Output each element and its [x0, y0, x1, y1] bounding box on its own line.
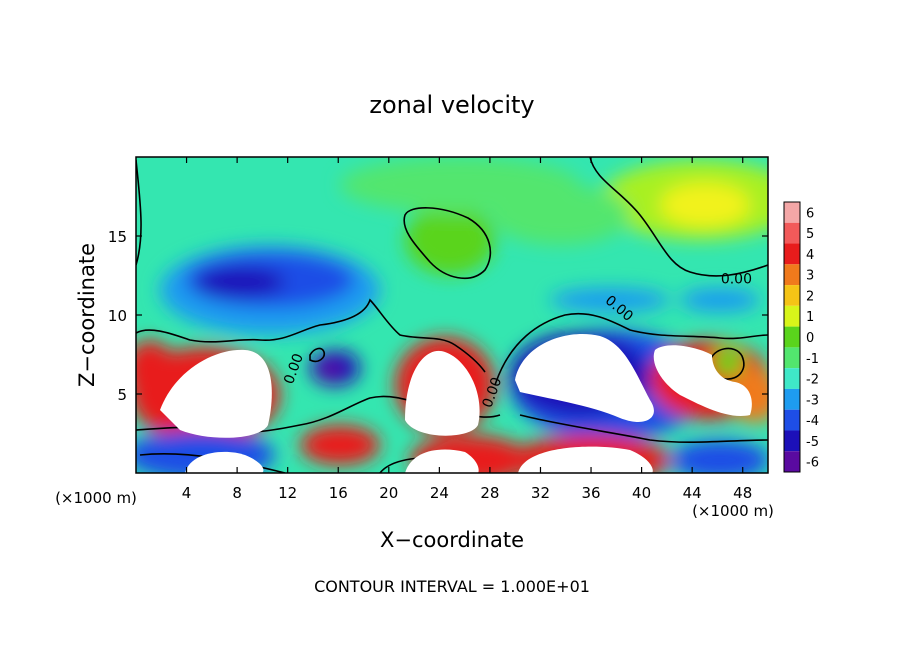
- saturated-region: [653, 345, 752, 416]
- field-region: [195, 267, 285, 297]
- x-tick-label: 20: [379, 484, 398, 502]
- colorbar-label: 5: [806, 227, 814, 242]
- field-region: [680, 288, 760, 312]
- saturated-region: [405, 350, 480, 436]
- x-axis-unit-left: (×1000 m): [55, 489, 137, 507]
- x-tick-label: 40: [632, 484, 651, 502]
- colorbar-swatch: [784, 326, 800, 348]
- y-axis-label: Z−coordinate: [75, 243, 99, 387]
- colorbar-swatch: [784, 409, 800, 431]
- contour-line: [403, 207, 492, 279]
- x-tick-label: 4: [182, 484, 192, 502]
- field-region: [713, 347, 743, 377]
- y-tick-label: 10: [108, 307, 127, 325]
- colorbar-label: -1: [806, 352, 819, 367]
- contour-line: [494, 312, 768, 386]
- colorbar: 6 5 4 3 2 1 0 -1 -2 -3 -4 -5 -6: [783, 201, 819, 473]
- colorbar-swatch: [784, 451, 800, 472]
- colorbar-swatch: [784, 285, 800, 306]
- colorbar-label: 1: [806, 310, 814, 325]
- colorbar-label: 6: [806, 206, 814, 221]
- colorbar-label: -5: [806, 435, 819, 450]
- x-tick-label: 24: [430, 484, 449, 502]
- chart-title: zonal velocity: [369, 91, 534, 119]
- colorbar-swatch: [784, 368, 800, 389]
- saturated-region: [405, 449, 479, 473]
- contour-interval-note: CONTOUR INTERVAL = 1.000E+01: [314, 577, 590, 596]
- colorbar-swatch: [784, 305, 800, 327]
- colorbar-label: 4: [806, 248, 814, 263]
- colorbar-label: 0: [806, 331, 814, 346]
- field-region: [300, 425, 380, 465]
- saturated-region: [185, 451, 264, 473]
- field-region: [550, 288, 670, 312]
- y-axis-ticks: 5 10 15: [108, 228, 768, 404]
- x-axis-ticks: 4 8 12 16 20 24 28 32 36 40 44 48: [182, 157, 752, 502]
- colorbar-label: -4: [806, 414, 819, 429]
- y-tick-label: 5: [117, 386, 127, 404]
- colorbar-label: -2: [806, 373, 819, 388]
- contour-line: [589, 157, 768, 277]
- field-region: [405, 205, 495, 275]
- field-region: [660, 183, 750, 227]
- colorbar-label: 3: [806, 269, 814, 284]
- x-tick-label: 48: [733, 484, 752, 502]
- field-region: [670, 440, 768, 473]
- colorbar-swatch: [784, 430, 800, 452]
- contour-line: [309, 347, 326, 363]
- x-tick-label: 28: [480, 484, 499, 502]
- contour-line: [136, 298, 486, 373]
- saturated-region: [515, 334, 654, 422]
- field-region: [318, 360, 342, 380]
- contour-line: [519, 414, 768, 444]
- x-tick-label: 16: [329, 484, 348, 502]
- colorbar-swatch: [784, 347, 800, 369]
- x-axis-unit-right: (×1000 m): [692, 502, 774, 520]
- colorbar-swatch: [784, 264, 800, 286]
- colorbar-label: 2: [806, 289, 814, 304]
- colorbar-swatch: [784, 243, 800, 265]
- colorbar-label: -3: [806, 393, 819, 408]
- plot-area: [136, 157, 768, 473]
- field-region: [136, 340, 175, 400]
- y-tick-label: 15: [108, 228, 127, 246]
- contour-label: 0.00: [721, 271, 752, 287]
- saturated-region: [160, 349, 272, 438]
- colorbar-swatch: [784, 222, 800, 244]
- field-region: [490, 185, 630, 245]
- colorbar-frame: [783, 201, 801, 473]
- colorbar-label: -6: [806, 456, 819, 471]
- contour-line: [136, 159, 142, 266]
- colorbar-swatch: [784, 388, 800, 410]
- x-tick-label: 32: [531, 484, 550, 502]
- x-tick-label: 36: [581, 484, 600, 502]
- x-tick-label: 12: [278, 484, 297, 502]
- saturated-region: [518, 446, 653, 473]
- x-axis-label: X−coordinate: [380, 528, 524, 552]
- x-tick-label: 44: [683, 484, 702, 502]
- colorbar-swatch: [784, 202, 800, 223]
- x-tick-label: 8: [232, 484, 242, 502]
